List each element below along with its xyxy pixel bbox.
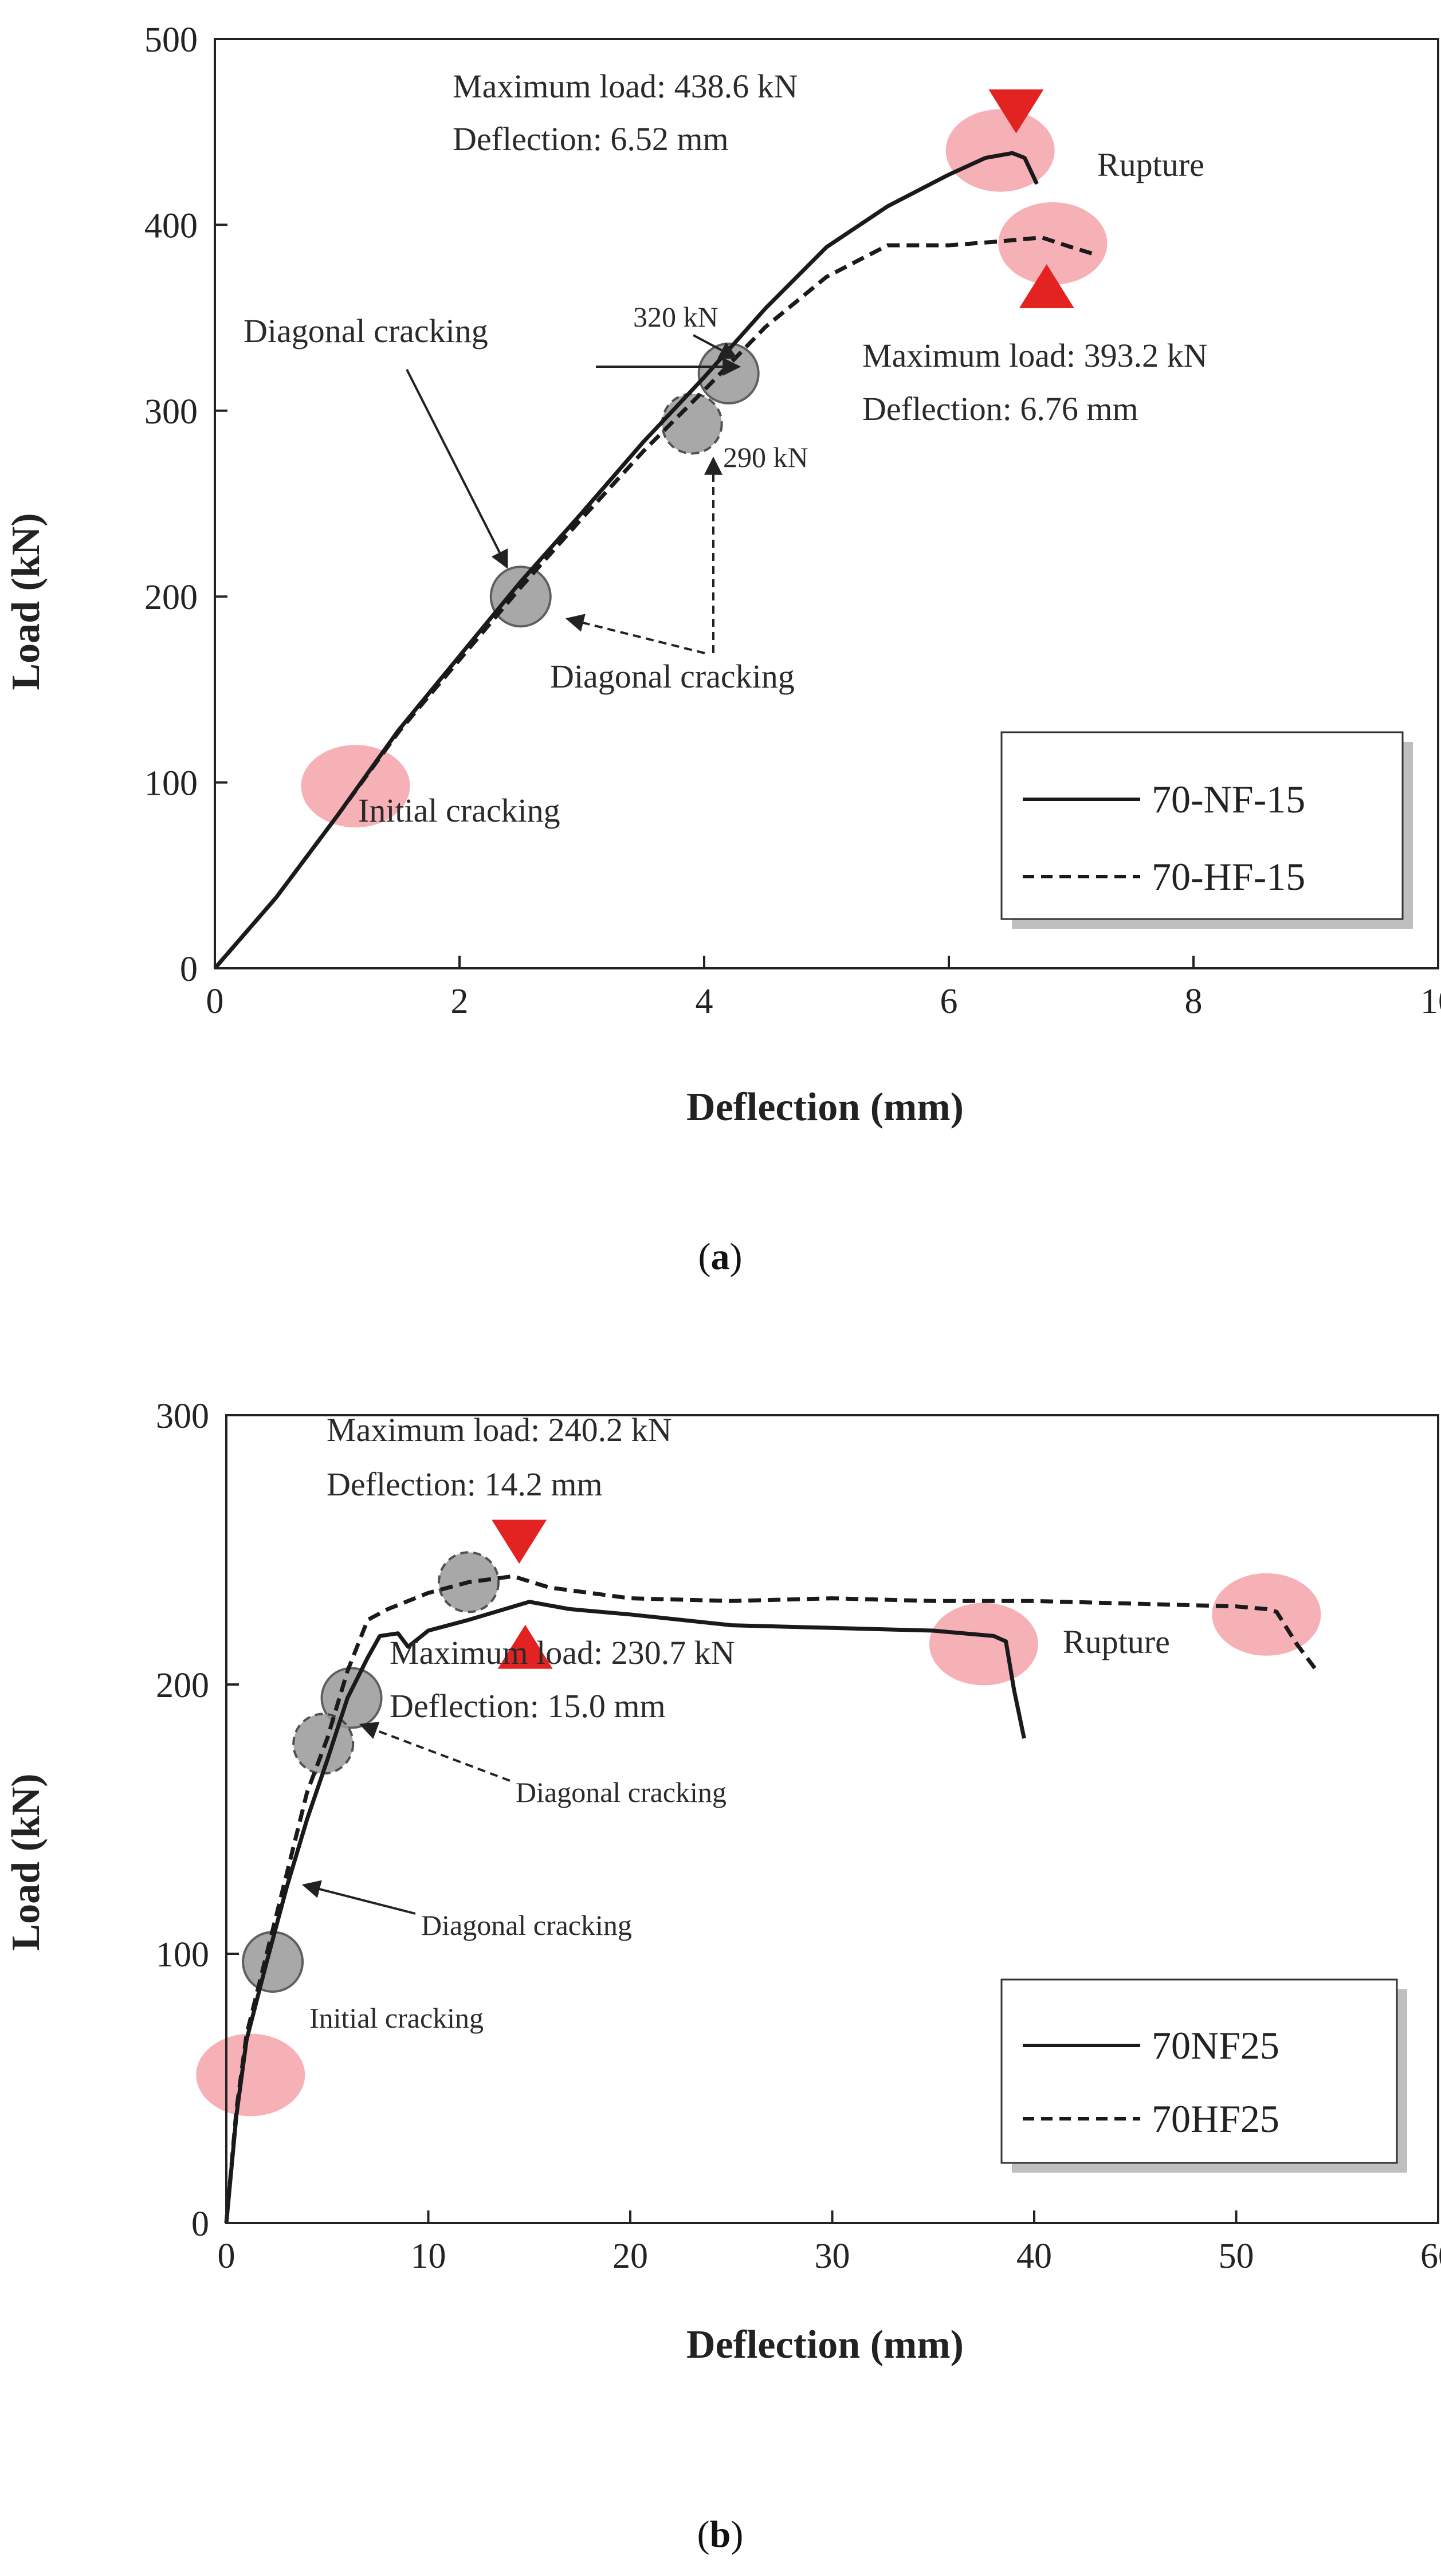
chart-a-annotation-initial-cracking: Initial cracking [358, 792, 560, 829]
chart-a-annotation-max-hf-deflection: Deflection: 6.76 mm [862, 390, 1138, 427]
chart-a-arrows [406, 334, 741, 654]
chart-b-annotation-diagonal-cracking-solid: Diagonal cracking [421, 1909, 632, 1941]
chart-a-y-tick-label-500: 500 [144, 21, 198, 60]
chart-b-x-tick-label-30: 30 [815, 2237, 850, 2276]
chart-b-x-axis-title: Deflection (mm) [686, 2323, 964, 2367]
chart-a-triangles [988, 89, 1074, 308]
chart-b-x-tick-label-0: 0 [218, 2237, 235, 2276]
chart-a-marker-pink-0 [301, 745, 410, 828]
chart-b-marker-pink-1 [929, 1603, 1038, 1686]
chart-a-y-tick-label-300: 300 [144, 392, 198, 431]
chart-b-marker-pink-2 [1212, 1573, 1321, 1656]
chart-a-arrow-320-label [693, 334, 738, 359]
chart-a-y-tick-label-100: 100 [144, 764, 198, 803]
chart-a-x-tick-label-0: 0 [206, 982, 224, 1021]
chart-b-caption-letter: b [710, 2514, 731, 2555]
chart-a-x-tick-label-6: 6 [940, 982, 958, 1021]
chart-a-marker-gray-solid-3 [489, 566, 552, 628]
chart-b-marker-pink-0 [196, 2033, 305, 2116]
chart-a-caption: (a) [698, 1236, 743, 1278]
chart-b-y-axis-title: Load (kN) [4, 1773, 48, 1950]
chart-b-legend-label-nf: 70NF25 [1152, 2024, 1279, 2067]
chart-a-markers [301, 109, 1108, 828]
chart-a-triangle-up [1019, 264, 1074, 308]
chart-b-caption: (b) [697, 2514, 744, 2555]
chart-a-marker-pink-2 [998, 202, 1108, 285]
chart-b-legend-label-hf: 70HF25 [1152, 2097, 1279, 2141]
chart-b-annotation-max-hf-deflection: Deflection: 14.2 mm [327, 1466, 603, 1503]
chart-a-series [213, 151, 1097, 970]
chart-b-marker-gray-solid-4 [320, 1667, 383, 1729]
chart-b-x-tick-label-10: 10 [411, 2237, 446, 2276]
chart-a-series-70-HF-15 [213, 235, 1097, 970]
chart-a-legend-box [1000, 731, 1404, 920]
chart-a-annotation-diagonal-cracking-dashed: Diagonal cracking [550, 658, 795, 695]
chart-b-legend-box [1000, 1978, 1398, 2164]
chart-b-x-tick-label-60: 60 [1420, 2237, 1441, 2276]
chart-a-legend: 70-NF-15 70-HF-15 [1000, 731, 1413, 929]
chart-b-y-tick-label-200: 200 [156, 1666, 209, 1705]
chart-b-legend: 70NF25 70HF25 [1000, 1978, 1407, 2173]
chart-a-caption-letter: a [711, 1236, 730, 1278]
chart-b-annotation-max-hf-load: Maximum load: 240.2 kN [327, 1411, 672, 1448]
chart-a-x-tick-label-10: 10 [1420, 982, 1441, 1021]
chart-a: 02468100100200300400500 Deflection (mm) … [4, 21, 1441, 1278]
chart-a-plot-frame [214, 38, 1439, 969]
chart-a-arrow-diag-to-200 [406, 369, 508, 569]
chart-a-annotation-max-nf-deflection: Deflection: 6.52 mm [453, 120, 729, 158]
chart-a-y-tick-label-400: 400 [144, 206, 198, 245]
chart-a-y-axis-title: Load (kN) [4, 513, 48, 690]
chart-b-series-70NF25 [224, 1600, 1026, 2224]
chart-a-annotation-320kn: 320 kN [633, 301, 718, 333]
chart-b-series-70HF25 [224, 1574, 1319, 2224]
chart-b-arrow-diag-solid [301, 1880, 416, 1915]
chart-b-x-tick-label-40: 40 [1016, 2237, 1052, 2276]
chart-a-y-tick-label-200: 200 [144, 578, 198, 617]
chart-a-annotation-diagonal-cracking-solid: Diagonal cracking [244, 312, 488, 350]
chart-a-series-70-NF-15 [213, 151, 1039, 970]
chart-a-marker-pink-1 [945, 109, 1055, 192]
chart-a-axes: 02468100100200300400500 [144, 21, 1441, 1021]
chart-a-annotation-290kn: 290 kN [723, 441, 808, 473]
chart-b-annotation-max-nf-deflection: Deflection: 15.0 mm [390, 1687, 666, 1725]
chart-a-legend-label-hf: 70-HF-15 [1152, 855, 1305, 898]
chart-b-series [224, 1574, 1319, 2224]
chart-a-y-tick-label-0: 0 [180, 950, 198, 989]
chart-b-annotation-max-nf-load: Maximum load: 230.7 kN [390, 1634, 735, 1671]
chart-b-arrows [301, 1722, 511, 1915]
chart-a-annotation-max-hf-load: Maximum load: 393.2 kN [862, 337, 1208, 374]
chart-b: 01020304050600100200300 Deflection (mm) … [4, 1397, 1441, 2555]
chart-b-annotation-rupture: Rupture [1063, 1623, 1170, 1660]
chart-b-x-tick-label-50: 50 [1219, 2237, 1254, 2276]
chart-a-annotation-rupture: Rupture [1097, 146, 1204, 183]
chart-a-annotation-max-nf-load: Maximum load: 438.6 kN [453, 68, 798, 105]
chart-a-x-tick-label-8: 8 [1185, 982, 1203, 1021]
chart-b-y-tick-label-100: 100 [156, 1935, 209, 1974]
chart-b-y-tick-label-300: 300 [156, 1397, 209, 1436]
chart-a-x-axis-title: Deflection (mm) [686, 1085, 964, 1129]
chart-b-triangle-up [497, 1624, 553, 1669]
chart-b-axes: 0 10 20 30 40 50 60 0 100 200 300 [156, 1397, 1441, 2276]
chart-b-annotation-diagonal-cracking-dashed: Diagonal cracking [516, 1776, 727, 1808]
chart-b-triangle-down [492, 1519, 547, 1564]
chart-b-triangles [492, 1519, 553, 1669]
chart-b-y-tick-label-0: 0 [191, 2205, 209, 2244]
chart-b-x-tick-label-20: 20 [612, 2237, 648, 2276]
chart-a-x-tick-label-4: 4 [696, 982, 713, 1021]
chart-a-legend-label-nf: 70-NF-15 [1152, 777, 1305, 821]
chart-a-triangle-down [988, 89, 1044, 133]
chart-a-x-tick-label-2: 2 [451, 982, 469, 1021]
chart-a-arrow-dashed-to-200 [565, 614, 705, 654]
chart-b-arrow-diag-dashed [359, 1722, 511, 1782]
chart-b-annotation-initial-cracking: Initial cracking [309, 2002, 484, 2034]
